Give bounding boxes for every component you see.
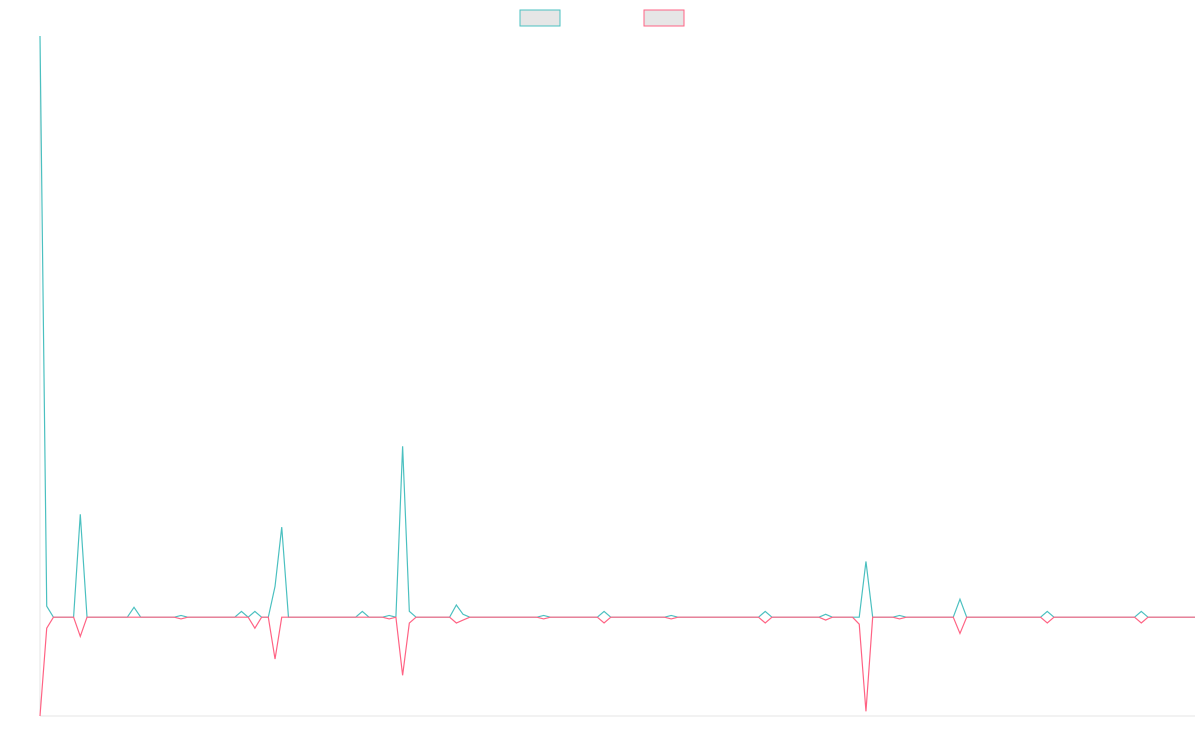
series-line	[39, 35, 1195, 618]
legend-swatch[interactable]	[643, 9, 685, 27]
series-line	[39, 616, 1195, 717]
legend-swatch[interactable]	[519, 9, 561, 27]
